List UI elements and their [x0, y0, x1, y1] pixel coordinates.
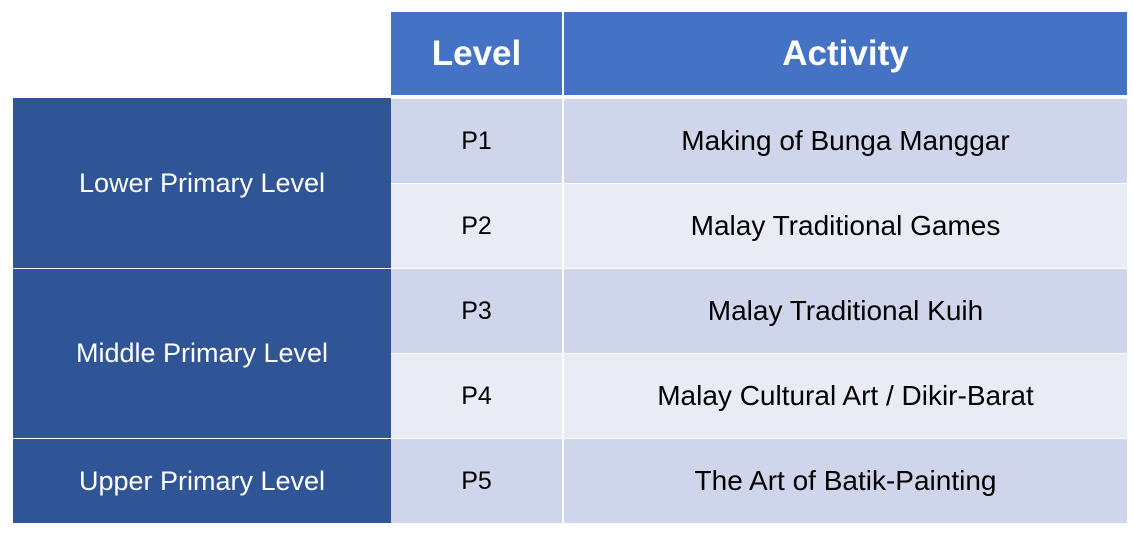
header-level: Level: [391, 12, 564, 98]
level-cell-p2: P2: [391, 183, 564, 268]
group-lower-primary: Lower Primary Level: [13, 98, 391, 268]
activity-cell-p3: Malay Traditional Kuih: [564, 268, 1127, 353]
activity-cell-p4: Malay Cultural Art / Dikir-Barat: [564, 353, 1127, 438]
activity-table: Level Activity Lower Primary Level Middl…: [13, 12, 1127, 523]
level-cell-p3: P3: [391, 268, 564, 353]
level-cell-p4: P4: [391, 353, 564, 438]
group-middle-primary: Middle Primary Level: [13, 268, 391, 438]
blank-corner-cell: [13, 12, 391, 98]
header-activity: Activity: [564, 12, 1127, 98]
activity-cell-p1: Making of Bunga Manggar: [564, 98, 1127, 183]
level-cell-p5: P5: [391, 438, 564, 523]
group-upper-primary: Upper Primary Level: [13, 438, 391, 523]
activity-cell-p5: The Art of Batik-Painting: [564, 438, 1127, 523]
level-cell-p1: P1: [391, 98, 564, 183]
activity-cell-p2: Malay Traditional Games: [564, 183, 1127, 268]
